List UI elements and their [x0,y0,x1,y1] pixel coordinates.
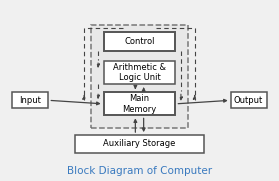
Bar [91,25,188,128]
Bar [13,92,48,108]
Text: Auxiliary Storage: Auxiliary Storage [103,140,176,148]
Text: Control: Control [124,37,155,46]
Bar [74,135,205,153]
Bar [104,92,175,115]
Text: Main
Memory: Main Memory [122,94,157,113]
Bar [104,32,175,51]
Text: Output: Output [234,96,263,105]
Text: Block Diagram of Computer: Block Diagram of Computer [67,166,212,176]
Bar [104,61,175,84]
Text: Input: Input [20,96,41,105]
Bar [231,92,266,108]
Text: Arithmetic &
Logic Unit: Arithmetic & Logic Unit [113,63,166,82]
